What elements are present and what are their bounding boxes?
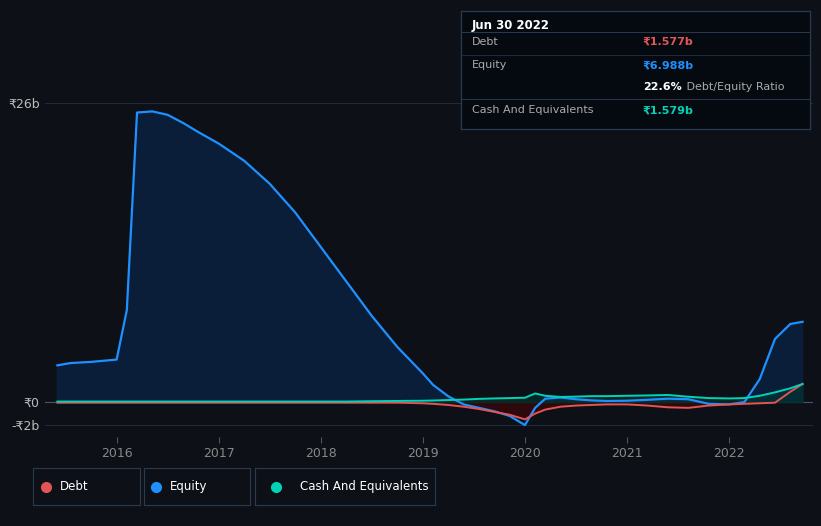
Text: Cash And Equivalents: Cash And Equivalents — [300, 480, 429, 493]
Text: Debt: Debt — [472, 37, 498, 47]
Text: Equity: Equity — [472, 60, 507, 70]
Text: Cash And Equivalents: Cash And Equivalents — [472, 105, 594, 115]
Text: 22.6%: 22.6% — [643, 82, 681, 92]
Text: Debt/Equity Ratio: Debt/Equity Ratio — [683, 82, 785, 92]
Text: ₹1.579b: ₹1.579b — [643, 105, 694, 115]
Text: ₹1.577b: ₹1.577b — [643, 37, 694, 47]
Text: Jun 30 2022: Jun 30 2022 — [472, 19, 550, 32]
Text: Equity: Equity — [171, 480, 208, 493]
Text: Debt: Debt — [60, 480, 88, 493]
Text: ₹6.988b: ₹6.988b — [643, 60, 694, 70]
